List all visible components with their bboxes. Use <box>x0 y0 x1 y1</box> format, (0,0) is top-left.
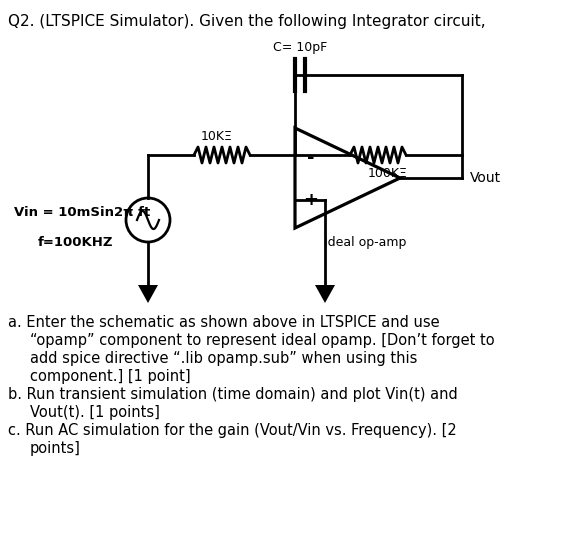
Text: +: + <box>303 191 318 209</box>
Text: 10KΞ: 10KΞ <box>201 130 233 143</box>
Polygon shape <box>315 285 335 303</box>
Text: Vout(t). [1 points]: Vout(t). [1 points] <box>30 405 160 420</box>
Polygon shape <box>138 285 158 303</box>
Text: -: - <box>307 149 315 167</box>
Text: points]: points] <box>30 441 81 456</box>
Text: f=100KHZ: f=100KHZ <box>38 236 113 248</box>
Text: add spice directive “.lib opamp.sub” when using this: add spice directive “.lib opamp.sub” whe… <box>30 351 417 366</box>
Text: component.] [1 point]: component.] [1 point] <box>30 369 191 384</box>
Text: c. Run AC simulation for the gain (Vout/Vin vs. Frequency). [2: c. Run AC simulation for the gain (Vout/… <box>8 423 457 438</box>
Text: Ideal op-amp: Ideal op-amp <box>324 236 406 249</box>
Text: C= 10pF: C= 10pF <box>273 41 327 54</box>
Text: “opamp” component to represent ideal opamp. [Don’t forget to: “opamp” component to represent ideal opa… <box>30 333 495 348</box>
Text: b. Run transient simulation (time domain) and plot Vin(t) and: b. Run transient simulation (time domain… <box>8 387 458 402</box>
Text: a. Enter the schematic as shown above in LTSPICE and use: a. Enter the schematic as shown above in… <box>8 315 439 330</box>
Text: Vin = 10mSin2π ft: Vin = 10mSin2π ft <box>14 206 150 219</box>
Text: Q2. (LTSPICE Simulator). Given the following Integrator circuit,: Q2. (LTSPICE Simulator). Given the follo… <box>8 14 485 29</box>
Text: Vout: Vout <box>470 171 501 185</box>
Text: 100KΞ: 100KΞ <box>368 167 408 180</box>
